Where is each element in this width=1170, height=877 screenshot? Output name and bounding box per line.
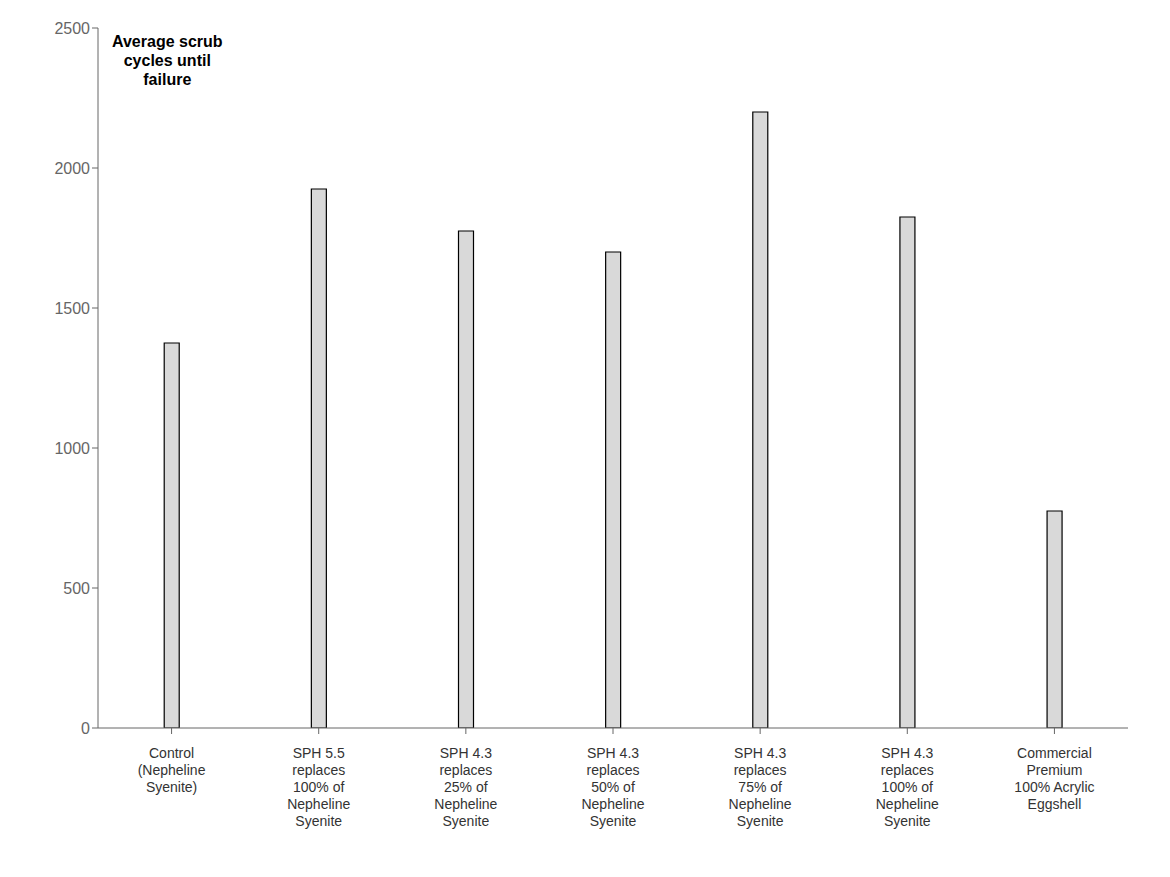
svg-text:SPH 4.3replaces75% ofNepheline: SPH 4.3replaces75% ofNephelineSyenite — [729, 745, 792, 829]
svg-text:1000: 1000 — [54, 440, 90, 457]
svg-text:CommercialPremium100% AcrylicE: CommercialPremium100% AcrylicEggshell — [1014, 745, 1094, 812]
svg-text:SPH 4.3replaces100% ofNephelin: SPH 4.3replaces100% ofNephelineSyenite — [876, 745, 939, 829]
svg-text:500: 500 — [63, 580, 90, 597]
svg-text:Control(NephelineSyenite): Control(NephelineSyenite) — [138, 745, 206, 795]
svg-text:1500: 1500 — [54, 300, 90, 317]
svg-text:SPH 4.3replaces50% ofNepheline: SPH 4.3replaces50% ofNephelineSyenite — [581, 745, 644, 829]
svg-text:2500: 2500 — [54, 20, 90, 37]
svg-text:0: 0 — [81, 720, 90, 737]
svg-text:2000: 2000 — [54, 160, 90, 177]
svg-text:SPH 5.5replaces100% ofNephelin: SPH 5.5replaces100% ofNephelineSyenite — [287, 745, 350, 829]
svg-text:SPH 4.3replaces25% ofNepheline: SPH 4.3replaces25% ofNephelineSyenite — [434, 745, 497, 829]
html-text:Average scrub cycles until fai: Average scrub cycles until failure — [112, 33, 223, 89]
